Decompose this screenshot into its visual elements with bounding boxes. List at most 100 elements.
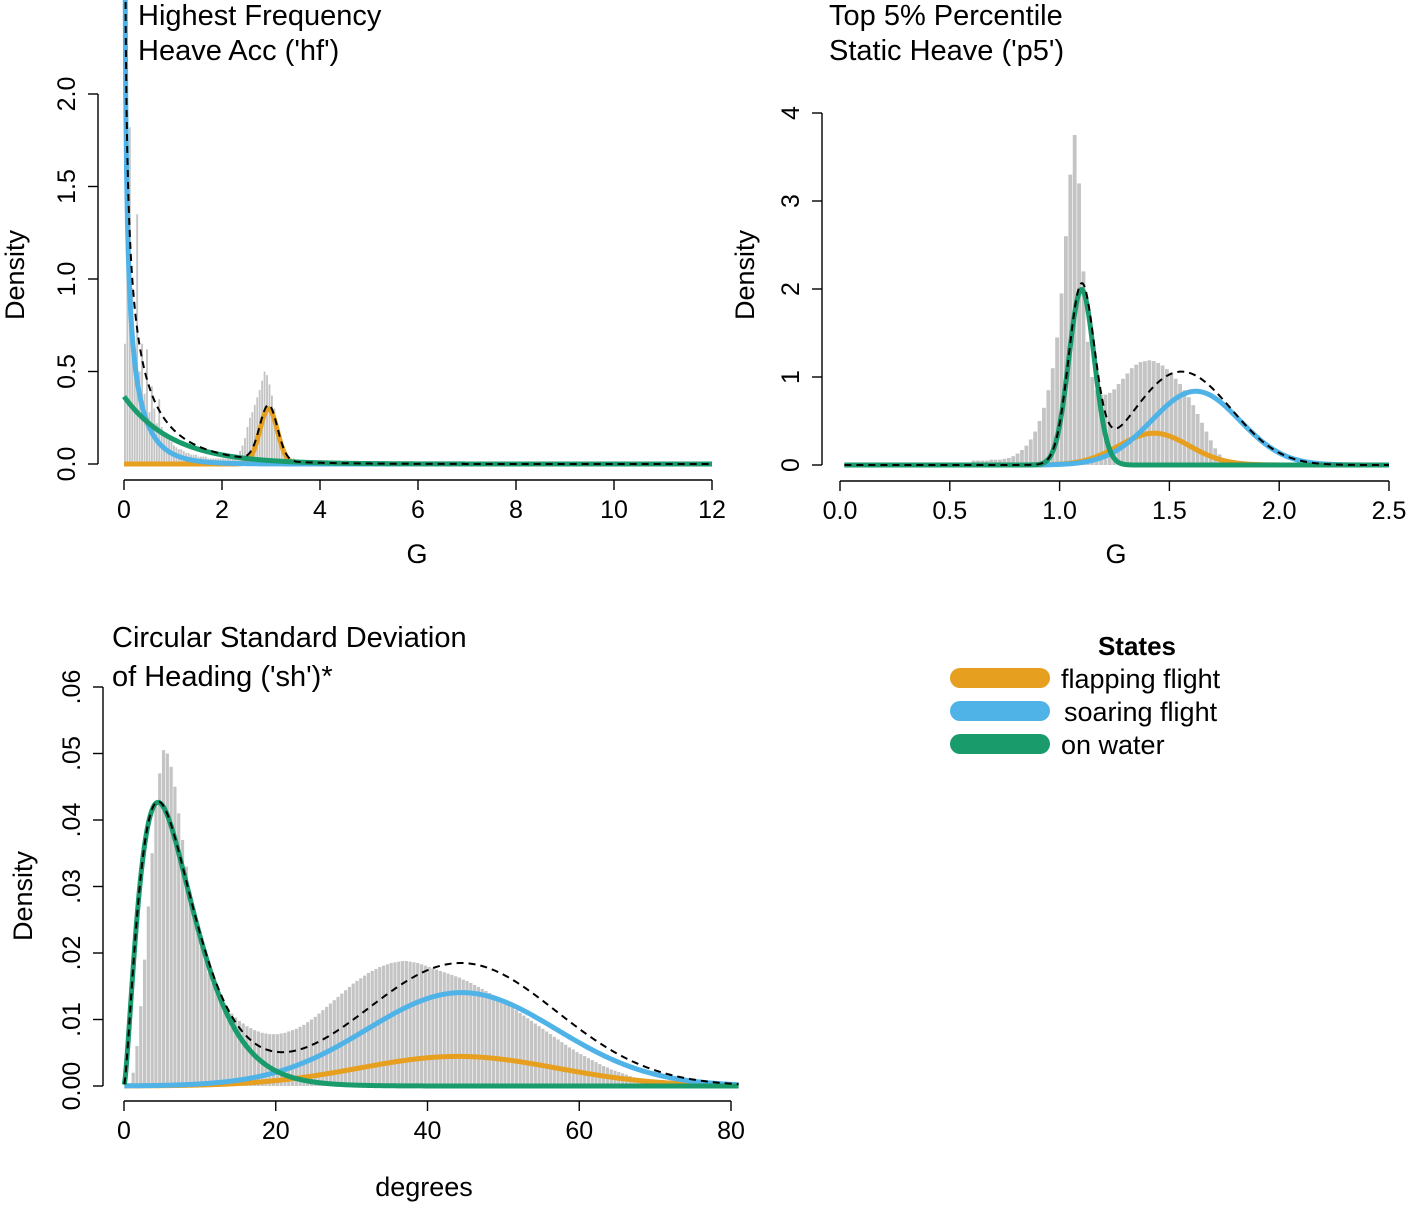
hf-histogram-bar: [143, 393, 146, 464]
p5-histogram-bar: [1138, 362, 1143, 465]
hf-histogram-bar: [246, 427, 249, 464]
sh-histogram-bar: [552, 1036, 556, 1086]
hf-y-tick-label: 1.5: [53, 169, 81, 204]
sh-histogram-bar: [389, 962, 393, 1086]
sh-histogram-bar: [412, 962, 416, 1086]
p5-x-tick-label: 2.0: [1262, 497, 1297, 525]
hf-x-tick-label: 8: [509, 496, 523, 524]
panel-p5-title-line1: Top 5% Percentile: [829, 0, 1063, 32]
sh-histogram-bar: [564, 1044, 568, 1086]
sh-histogram-bar: [146, 906, 150, 1086]
p5-histogram-bar: [1204, 431, 1209, 465]
sh-density-curves: [121, 799, 741, 1089]
sh-histogram-bar: [397, 961, 401, 1086]
sh-x-axis-label: degrees: [375, 1172, 473, 1202]
hf-density-curves: [122, 0, 714, 467]
sh-histogram-bar: [438, 970, 443, 1086]
sh-histogram-bar: [381, 965, 386, 1086]
p5-histogram-bar: [1011, 456, 1016, 465]
sh-histogram-bar: [161, 750, 166, 1086]
sh-histogram-bar: [556, 1039, 560, 1086]
hf-histogram-bar: [266, 375, 268, 464]
hf-x-tick-label: 12: [698, 496, 726, 524]
p5-histogram-bar: [1147, 360, 1152, 465]
hf-histogram-bar: [278, 436, 281, 464]
p5-histogram-bar: [1129, 368, 1134, 465]
sh-histogram-bar: [503, 1002, 507, 1086]
p5-histogram-bar: [1059, 293, 1064, 465]
p5-histogram-bar: [1063, 236, 1068, 465]
p5-x-tick-label: 2.5: [1372, 497, 1407, 525]
sh-x-tick-label: 20: [262, 1117, 290, 1145]
p5-histogram-bar: [1191, 405, 1196, 465]
hf-x-tick-label: 6: [411, 496, 425, 524]
p5-x-axis: 0.0 0.5 1.0 1.5 2.0 2.5: [823, 480, 1407, 525]
p5-y-tick-label: 3: [777, 194, 805, 208]
sh-histogram-bar: [347, 986, 352, 1086]
p5-histogram-bar: [1182, 390, 1187, 465]
p5-histogram-bar: [1186, 397, 1191, 465]
p5-histogram-bar: [1055, 337, 1059, 465]
sh-histogram-bar: [158, 773, 162, 1086]
sh-y-tick-label: .03: [58, 869, 86, 904]
p5-y-axis-label: Density: [730, 229, 760, 320]
sh-histogram-bar: [510, 1007, 515, 1086]
p5-mixture-density-curve: [844, 282, 1389, 466]
sh-histogram-bar: [491, 994, 496, 1086]
sh-y-tick-label: .02: [58, 936, 86, 971]
p5-histogram-bar: [1037, 421, 1042, 465]
sh-histogram-bar: [336, 996, 340, 1086]
sh-histogram-bar: [169, 766, 173, 1086]
p5-x-tick-label: 0.0: [823, 497, 858, 525]
sh-histogram-bar: [495, 997, 499, 1086]
p5-histogram-bar: [1099, 394, 1103, 465]
sh-histogram-bar: [450, 974, 454, 1086]
sh-histogram-bar: [400, 960, 405, 1086]
sh-histogram-bar: [537, 1026, 541, 1086]
sh-histogram-bar: [454, 976, 458, 1086]
hf-histogram-bar: [148, 412, 151, 464]
sh-curve-soaring-flight: [122, 990, 741, 1089]
sh-histogram-bar: [249, 1028, 253, 1086]
sh-histogram-bar: [180, 839, 185, 1086]
hf-y-tick-label: 0.5: [53, 354, 81, 389]
sh-histogram-bar: [419, 964, 424, 1086]
sh-histogram-bar: [222, 1003, 226, 1086]
sh-histogram-bar: [142, 959, 147, 1086]
hf-x-tick-label: 0: [117, 496, 131, 524]
p5-curve-soaring-flight: [842, 388, 1391, 468]
hf-histogram-bar: [280, 445, 283, 464]
hf-y-axis-label: Density: [0, 229, 30, 320]
hf-y-tick-label: 0.0: [53, 447, 81, 482]
sh-y-axis: 0.00 .01 .02 .03 .04 .05 .06: [58, 670, 104, 1110]
p5-histogram-bar: [1077, 183, 1081, 465]
panel-sh-title-line2: of Heading ('sh')*: [112, 661, 333, 693]
sh-histogram-bar: [465, 980, 469, 1086]
sh-histogram-bar: [203, 959, 207, 1086]
sh-histogram-bar: [313, 1016, 317, 1086]
p5-histogram-bar: [1085, 341, 1090, 465]
sh-histogram-bar: [423, 965, 427, 1086]
p5-histogram-bar: [1169, 373, 1174, 465]
sh-x-tick-label: 0: [117, 1117, 131, 1145]
sh-histogram-bar: [404, 960, 408, 1086]
p5-histogram-bar: [1024, 445, 1029, 465]
sh-histogram-bar: [567, 1047, 572, 1086]
sh-histogram-bar: [476, 986, 481, 1086]
sh-histogram-bar: [385, 964, 389, 1086]
p5-histogram-bar: [1134, 364, 1139, 465]
p5-y-tick-label: 2: [777, 282, 805, 296]
p5-histogram-bar: [1160, 365, 1165, 465]
hf-x-tick-label: 10: [600, 496, 628, 524]
sh-histogram-bar: [192, 913, 196, 1086]
sh-histogram-bar: [416, 962, 420, 1086]
sh-histogram-bar: [207, 972, 211, 1086]
sh-y-axis-label: Density: [8, 850, 38, 941]
sh-histogram-bar: [199, 946, 204, 1086]
hf-mixture-density-curve: [124, 0, 712, 465]
hf-x-tick-label: 2: [215, 496, 229, 524]
p5-histogram-bar: [1033, 431, 1038, 465]
sh-histogram-bar: [344, 990, 348, 1086]
sh-x-tick-label: 80: [717, 1117, 745, 1145]
p5-histogram-bar: [1116, 384, 1121, 465]
